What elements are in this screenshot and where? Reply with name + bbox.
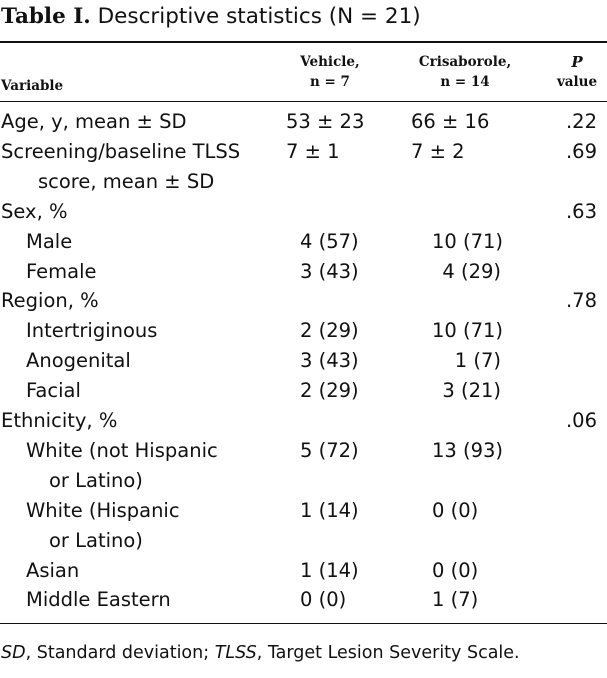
cell-vehicle: 3 (43) xyxy=(300,349,359,373)
cell-crisaborole: 1 (7) xyxy=(432,588,479,612)
col-header-p-letter: P xyxy=(571,53,583,71)
table-title: Descriptive statistics (N = 21) xyxy=(97,4,421,29)
cell-variable: Asian xyxy=(26,558,80,582)
cell-variable: Screening/baseline TLSS xyxy=(1,139,241,163)
cell-variable: Facial xyxy=(26,379,81,403)
cell-vehicle: 0 (0) xyxy=(300,588,347,612)
cell-vehicle: 3 (43) xyxy=(300,259,359,283)
footnote-def-tlss: , Target Lesion Severity Scale. xyxy=(256,643,520,663)
cell-crisaborole: 10 (71) xyxy=(432,229,504,253)
table-footnote: SD, Standard deviation; TLSS, Target Les… xyxy=(1,643,520,663)
cell-variable: or Latino) xyxy=(49,468,143,492)
cell-vehicle: 53 ± 23 xyxy=(286,110,365,133)
top-rule xyxy=(0,41,607,43)
cell-p: .78 xyxy=(565,289,597,313)
col-header-crisaborole-line1: Crisaborole, xyxy=(418,54,512,70)
cell-vehicle: 2 (29) xyxy=(300,319,359,343)
cell-crisaborole: 1 (7) xyxy=(454,349,501,373)
col-header-vehicle-line2: n = 7 xyxy=(310,74,350,90)
cell-vehicle: 5 (72) xyxy=(300,438,359,462)
col-header-crisaborole-line2: n = 14 xyxy=(440,74,490,90)
cell-variable: Age, y, mean ± SD xyxy=(1,110,187,133)
table-caption: Table I. Descriptive statistics (N = 21) xyxy=(1,4,421,29)
cell-crisaborole: 3 (21) xyxy=(442,379,501,403)
cell-variable: Region, % xyxy=(1,289,99,313)
cell-p: .06 xyxy=(565,409,597,432)
cell-variable: score, mean ± SD xyxy=(38,169,215,193)
cell-p: .69 xyxy=(565,139,597,163)
cell-variable: Female xyxy=(26,259,97,283)
col-header-vehicle-line1: Vehicle, xyxy=(300,54,360,70)
footnote-def-sd: , Standard deviation; xyxy=(25,643,215,663)
cell-variable: Sex, % xyxy=(1,199,68,223)
cell-crisaborole: 10 (71) xyxy=(432,319,504,343)
col-header-p-word: value xyxy=(556,74,598,90)
cell-vehicle: 7 ± 1 xyxy=(286,139,340,163)
cell-crisaborole: 4 (29) xyxy=(442,259,501,283)
cell-vehicle: 4 (57) xyxy=(300,229,359,253)
col-header-variable: Variable xyxy=(1,78,64,94)
cell-variable: Ethnicity, % xyxy=(1,409,118,432)
header-rule xyxy=(0,101,607,102)
col-header-p-value: P value xyxy=(548,52,606,92)
table-label: Table I. xyxy=(1,4,91,29)
bottom-rule xyxy=(0,623,607,624)
cell-crisaborole: 0 (0) xyxy=(432,498,479,522)
col-header-vehicle: Vehicle, n = 7 xyxy=(280,52,380,92)
cell-variable: Male xyxy=(26,229,73,253)
cell-crisaborole: 0 (0) xyxy=(432,558,479,582)
cell-p: .22 xyxy=(565,110,597,133)
cell-variable: White (Hispanic xyxy=(26,498,180,522)
footnote-abbr-sd: SD xyxy=(1,643,26,663)
col-header-crisaborole: Crisaborole, n = 14 xyxy=(400,52,530,92)
cell-crisaborole: 13 (93) xyxy=(432,438,504,462)
cell-p: .63 xyxy=(565,199,597,223)
cell-variable: Anogenital xyxy=(26,349,131,373)
cell-variable: White (not Hispanic xyxy=(26,438,218,462)
cell-vehicle: 1 (14) xyxy=(300,558,359,582)
cell-variable: Intertriginous xyxy=(26,319,158,343)
cell-vehicle: 2 (29) xyxy=(300,379,359,403)
cell-crisaborole: 7 ± 2 xyxy=(411,139,465,163)
cell-crisaborole: 66 ± 16 xyxy=(411,110,490,133)
footnote-abbr-tlss: TLSS xyxy=(214,643,257,663)
cell-variable: or Latino) xyxy=(49,528,143,552)
cell-vehicle: 1 (14) xyxy=(300,498,359,522)
cell-variable: Middle Eastern xyxy=(26,588,171,612)
